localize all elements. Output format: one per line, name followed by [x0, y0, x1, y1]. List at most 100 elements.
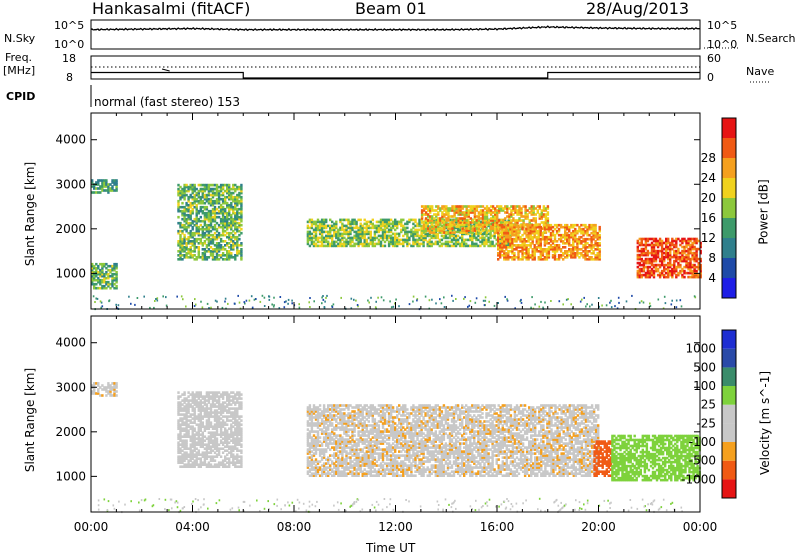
velocity-ground-scatter [537, 508, 539, 510]
power-colorbar-seg-1 [722, 258, 736, 278]
power-colorbar-tick-4: 20 [701, 191, 716, 205]
power-ground-scatter [324, 301, 326, 303]
velocity-ground-scatter [256, 500, 258, 502]
power-ground-scatter [143, 296, 145, 298]
velocity-ground-scatter [159, 498, 161, 500]
velocity-ground-scatter [574, 509, 576, 511]
velocity-ground-scatter [145, 499, 147, 501]
power-colorbar-seg-5 [722, 178, 736, 198]
power-ground-scatter [262, 295, 264, 297]
velocity-ground-scatter [647, 503, 649, 505]
velocity-ground-scatter [184, 506, 186, 508]
power-ground-scatter [416, 299, 418, 301]
velocity-ground-scatter [280, 508, 282, 510]
power-ground-scatter [234, 303, 236, 305]
power-ground-scatter [332, 306, 334, 308]
velocity-ground-scatter [475, 509, 477, 511]
power-ground-scatter [237, 295, 239, 297]
velocity-ground-scatter [374, 507, 376, 509]
velocity-ground-scatter [207, 508, 209, 510]
power-colorbar-seg-7 [722, 138, 736, 158]
velocity-colorbar-seg-4 [722, 405, 736, 424]
power-ground-scatter [610, 300, 612, 302]
velocity-ground-scatter [506, 498, 508, 500]
velocity-ground-scatter [652, 504, 654, 506]
power-ground-scatter [264, 297, 266, 299]
velocity-ground-scatter [153, 504, 155, 506]
velocity-ground-scatter [482, 505, 484, 507]
velocity-ground-scatter [587, 500, 589, 502]
power-ground-scatter [494, 305, 496, 307]
velocity-ground-scatter [164, 508, 166, 510]
velocity-ground-scatter [681, 507, 683, 509]
velocity-colorbar-tick-7: -1000 [681, 472, 716, 486]
velocity-ground-scatter [512, 505, 514, 507]
power-ground-scatter [225, 298, 227, 300]
power-ground-scatter [395, 299, 397, 301]
velocity-ground-scatter [238, 507, 240, 509]
velocity-ground-scatter [338, 509, 340, 511]
power-ground-scatter [506, 298, 508, 300]
power-ground-scatter [425, 296, 427, 298]
power-ground-scatter [431, 299, 433, 301]
velocity-ground-scatter [384, 498, 386, 500]
power-ground-scatter [309, 306, 311, 308]
power-ytick-label-2: 3000 [55, 177, 86, 191]
power-ground-scatter [154, 300, 156, 302]
power-ground-scatter [451, 295, 453, 297]
velocity-ground-scatter [114, 508, 116, 510]
velocity-ground-scatter [376, 501, 378, 503]
velocity-ground-scatter [501, 503, 503, 505]
power-ground-scatter [157, 300, 159, 302]
velocity-ground-scatter [495, 506, 497, 508]
velocity-ground-scatter [408, 500, 410, 502]
power-ground-scatter [162, 295, 164, 297]
velocity-ground-scatter [312, 504, 314, 506]
power-ground-scatter [333, 303, 335, 305]
power-ground-scatter [455, 298, 457, 300]
power-ground-scatter [443, 296, 445, 298]
velocity-ground-scatter [267, 500, 269, 502]
velocity-ground-scatter [375, 509, 377, 511]
velocity-colorbar-tick-0: 1000 [685, 342, 716, 356]
power-ground-scatter [483, 300, 485, 302]
velocity-ground-scatter [451, 506, 453, 508]
velocity-ground-scatter [510, 508, 512, 510]
velocity-ground-scatter [216, 502, 218, 504]
velocity-ground-scatter [386, 506, 388, 508]
power-ground-scatter [641, 300, 643, 302]
power-ground-scatter [389, 300, 391, 302]
velocity-ground-scatter [445, 498, 447, 500]
power-ground-scatter [273, 297, 275, 299]
velocity-colorbar-seg-3 [722, 423, 736, 442]
power-ground-scatter [291, 302, 293, 304]
velocity-ytick-label-0: 1000 [55, 469, 86, 483]
power-ground-scatter [284, 301, 286, 303]
velocity-ground-scatter [437, 501, 439, 503]
velocity-ground-scatter [522, 502, 524, 504]
power-colorbar-seg-0 [722, 278, 736, 298]
x-tick-label-0: 00:00 [74, 520, 109, 534]
power-ground-scatter [631, 295, 633, 297]
velocity-ground-scatter [299, 502, 301, 504]
power-ground-scatter [115, 304, 117, 306]
velocity-ground-scatter [609, 507, 611, 509]
power-ground-scatter [287, 303, 289, 305]
power-ground-scatter [185, 306, 187, 308]
velocity-ground-scatter [297, 499, 299, 501]
power-ground-scatter [650, 305, 652, 307]
velocity-colorbar-seg-7 [722, 349, 736, 368]
velocity-ground-scatter [565, 503, 567, 505]
velocity-ground-scatter [654, 499, 656, 501]
velocity-ground-scatter [475, 500, 477, 502]
power-ground-scatter [601, 305, 603, 307]
velocity-ground-scatter [604, 500, 606, 502]
x-tick-label-3: 12:00 [378, 520, 413, 534]
power-ground-scatter [260, 301, 262, 303]
power-ground-scatter [643, 302, 645, 304]
velocity-ground-scatter [642, 499, 644, 501]
velocity-ground-scatter [506, 507, 508, 509]
velocity-ground-scatter [356, 501, 358, 503]
power-ground-scatter [157, 297, 159, 299]
